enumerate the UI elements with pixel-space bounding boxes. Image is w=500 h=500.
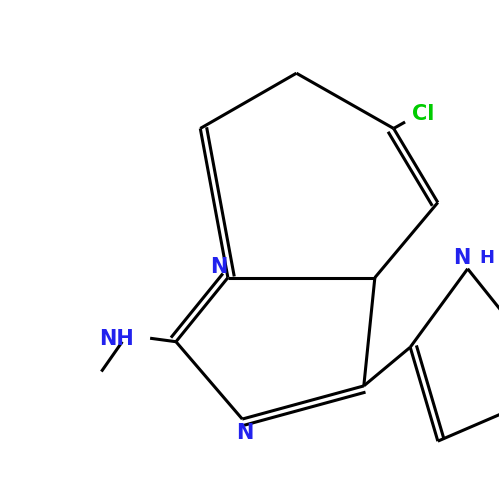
- Text: N: N: [210, 256, 228, 276]
- Text: N: N: [236, 423, 254, 443]
- Text: H: H: [479, 249, 494, 267]
- Text: NH: NH: [99, 329, 134, 349]
- Text: N: N: [453, 248, 470, 268]
- Text: Cl: Cl: [412, 104, 434, 124]
